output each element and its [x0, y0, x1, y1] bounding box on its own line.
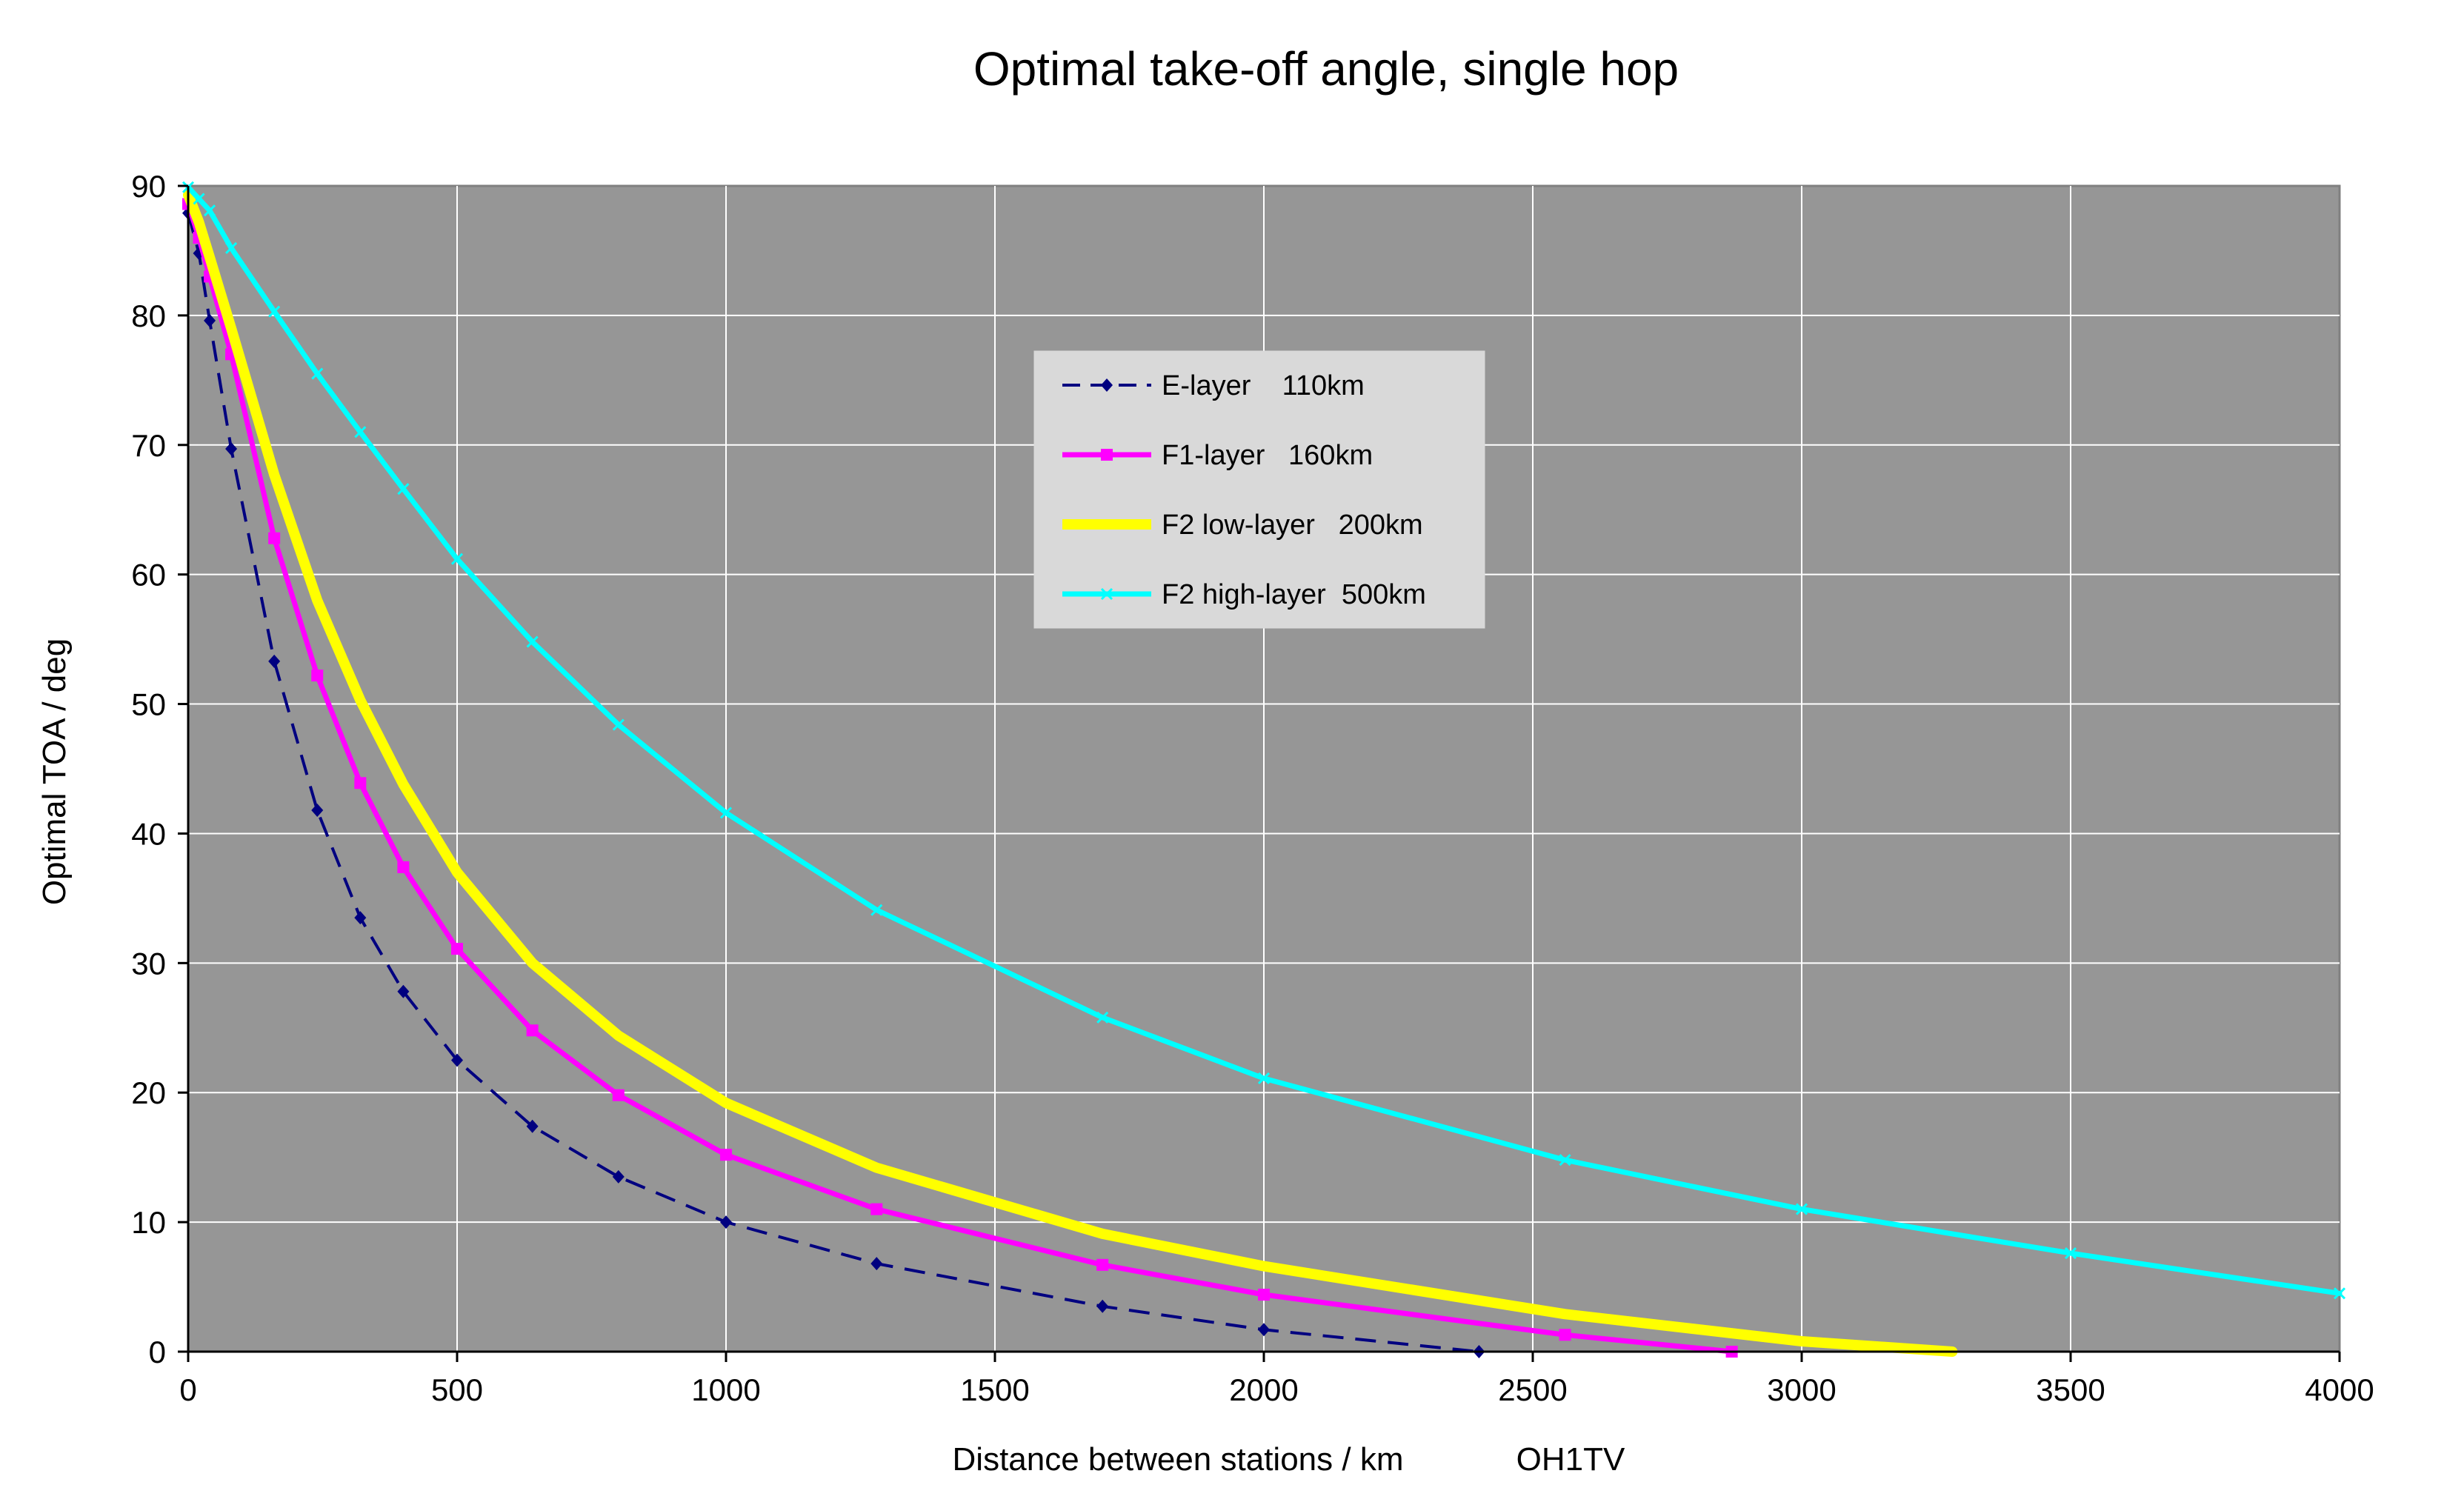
data-point — [1258, 1323, 1270, 1337]
credit-label: OH1TV — [1516, 1441, 1625, 1478]
data-point — [268, 654, 281, 668]
data-point — [719, 807, 733, 819]
x-tick-label: 0 — [179, 1372, 196, 1407]
series-group — [182, 181, 2346, 1358]
data-point — [311, 803, 324, 817]
legend-label: E-layer 110km — [1162, 370, 1365, 401]
x-tick-label: 4000 — [2305, 1372, 2374, 1407]
x-tick-label: 1500 — [960, 1372, 1029, 1407]
legend-item-1: E-layer 110km — [1062, 370, 1365, 401]
data-point — [2064, 1247, 2077, 1260]
data-point — [354, 426, 367, 438]
x-tick-label: 3000 — [1767, 1372, 1836, 1407]
data-point — [311, 367, 324, 380]
legend-label: F1-layer 160km — [1162, 440, 1373, 471]
legend-item-4: F2 high-layer 500km — [1062, 579, 1426, 610]
data-point — [1096, 1299, 1109, 1313]
data-point — [397, 861, 410, 873]
data-point — [451, 943, 463, 955]
legend-item-2: F1-layer 160km — [1062, 440, 1373, 471]
data-point — [225, 442, 238, 456]
y-tick-label: 40 — [131, 816, 166, 851]
y-axis-label: Optimal TOA / deg — [36, 638, 73, 905]
data-point — [870, 1257, 883, 1271]
legend-box — [1033, 350, 1485, 629]
data-point — [1096, 1011, 1109, 1024]
data-point — [2333, 1287, 2346, 1300]
series-1 — [182, 206, 1485, 1358]
data-point — [354, 777, 367, 790]
y-tick-label: 70 — [131, 428, 166, 463]
series-4 — [182, 181, 2346, 1300]
data-point — [870, 904, 883, 916]
data-point — [1257, 1072, 1271, 1085]
y-tick-label: 30 — [131, 946, 166, 981]
x-tick-label: 500 — [431, 1372, 483, 1407]
data-point — [397, 984, 410, 998]
y-tick-label: 90 — [131, 169, 166, 204]
data-point — [612, 1169, 625, 1184]
legend-item-3: F2 low-layer 200km — [1062, 510, 1423, 541]
data-point — [1096, 1258, 1109, 1271]
data-point — [612, 718, 625, 731]
legend-marker — [1101, 378, 1113, 392]
data-point — [268, 305, 281, 318]
data-point — [397, 483, 410, 495]
data-point — [450, 553, 464, 565]
series-3 — [183, 190, 1958, 1357]
chart-title: Optimal take-off angle, single hop — [973, 42, 1679, 96]
x-tick-label: 1000 — [691, 1372, 760, 1407]
data-point — [526, 1119, 539, 1133]
data-point — [526, 1024, 539, 1037]
data-point — [268, 532, 281, 544]
data-point — [720, 1215, 732, 1229]
data-point — [203, 204, 216, 217]
y-tick-label: 80 — [131, 298, 166, 333]
legend: E-layer 110km F1-layer 160km F2 low-layer … — [1033, 350, 1485, 629]
data-point — [612, 1089, 625, 1101]
legend-marker — [1100, 587, 1113, 601]
data-point — [225, 241, 238, 255]
data-point — [1795, 1203, 1808, 1215]
tick-labels: 0 500 1000 1500 2000 2500 3000 3500 4000 0 10 20 30 4… — [131, 169, 2374, 1407]
y-tick-label: 0 — [149, 1335, 166, 1369]
y-tick-label: 50 — [131, 687, 166, 722]
data-point — [1559, 1154, 1571, 1166]
x-tick-label: 3500 — [2036, 1372, 2105, 1407]
data-point — [720, 1149, 732, 1161]
legend-label: F2 high-layer 500km — [1162, 579, 1426, 610]
x-axis-label: Distance between stations / km — [953, 1441, 1404, 1478]
legend-label: F2 low-layer 200km — [1162, 510, 1423, 541]
grid — [188, 186, 2340, 1352]
data-point — [451, 1053, 463, 1067]
data-point — [354, 911, 367, 925]
data-point — [1559, 1329, 1571, 1341]
x-tick-label: 2500 — [1498, 1372, 1567, 1407]
axes — [178, 184, 2341, 1362]
data-point — [870, 1203, 883, 1215]
legend-marker — [1101, 449, 1113, 461]
data-point — [204, 313, 216, 327]
data-point — [526, 635, 539, 648]
x-tick-label: 2000 — [1229, 1372, 1298, 1407]
series-line — [187, 213, 1479, 1353]
y-tick-label: 60 — [131, 558, 166, 593]
series-line — [183, 190, 1958, 1357]
data-point — [1258, 1289, 1270, 1301]
data-point — [193, 193, 205, 205]
y-tick-label: 20 — [131, 1075, 166, 1110]
y-tick-label: 10 — [131, 1205, 166, 1240]
data-point — [311, 670, 324, 682]
